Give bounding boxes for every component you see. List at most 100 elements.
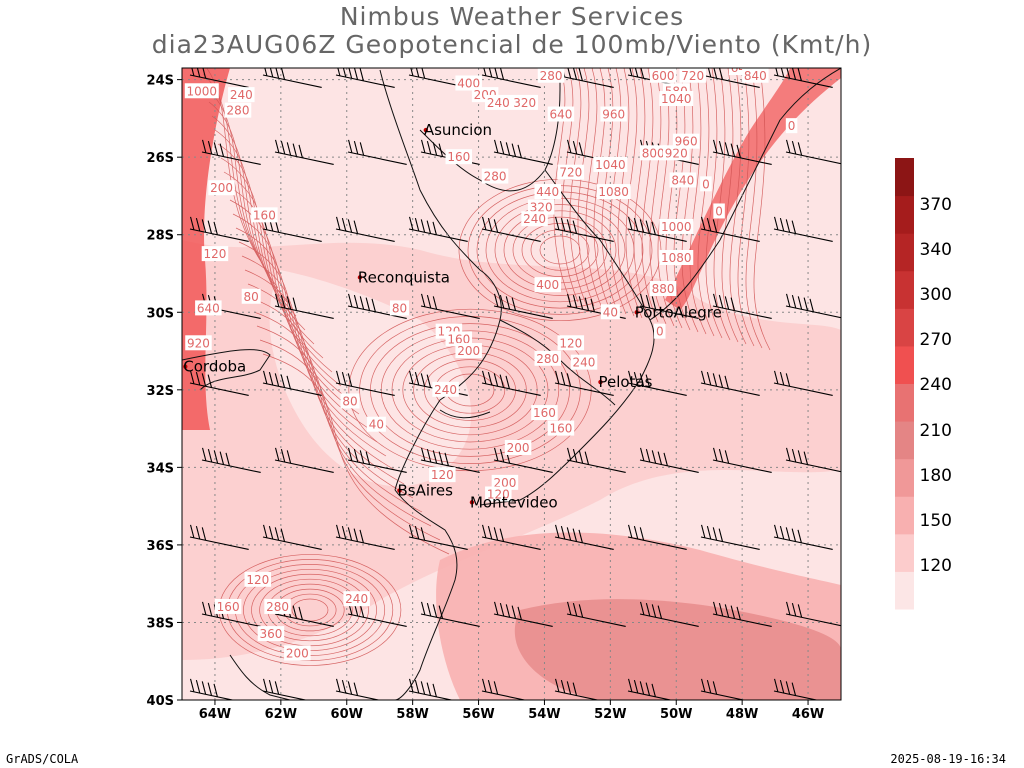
contour-label-bg: [557, 335, 585, 351]
contour-label-bg: [713, 203, 725, 219]
wind-barb: [554, 370, 614, 397]
wind-barb: [773, 370, 833, 397]
contour-label: 0: [656, 325, 664, 339]
wind-barb: [566, 447, 626, 474]
contour-label-bg: [432, 381, 459, 397]
wind-barb: [201, 139, 261, 166]
wind-barb: [700, 678, 760, 700]
contour-label: 920: [665, 146, 688, 160]
contour-label-bg: [244, 571, 272, 587]
contour-label-bg: [511, 94, 538, 110]
wind-barb: [627, 370, 687, 397]
footer-credit: GrADS/COLA: [6, 752, 79, 766]
contour-label: 0: [788, 119, 796, 133]
contour-label: 0: [702, 177, 710, 191]
wind-barb: [700, 524, 760, 551]
wind-barb: [481, 524, 541, 551]
lat-tick-label: 24S: [147, 74, 174, 89]
contour-label: 280: [484, 170, 507, 184]
wind-barb: [493, 139, 553, 166]
contour-label-bg: [672, 133, 700, 149]
contour-label: 960: [675, 135, 698, 149]
contour-line: [705, 68, 723, 339]
legend-label: 340: [920, 240, 952, 260]
wind-barb: [566, 601, 626, 628]
legend-label: 180: [920, 466, 952, 486]
colorbar-legend: 120 150 180 210 240 270 300 340 370: [895, 158, 952, 610]
lat-tick-label: 38S: [147, 616, 174, 631]
contour-label-bg: [742, 68, 769, 83]
contour-line: [262, 353, 450, 555]
map-axes: 24S 26S 28S 30S 32S 34S 36S 38S 40S 64W 62W 60W 58W 5…: [147, 74, 825, 722]
contour-label: 40: [369, 418, 384, 432]
contour-label-bg: [669, 172, 697, 188]
legend-swatch: [895, 383, 914, 422]
contour-label: 400: [457, 77, 480, 91]
contour-label: 1040: [661, 92, 692, 106]
legend-swatch: [895, 345, 914, 384]
contour-label: 1000: [186, 84, 217, 98]
plot-frame: [181, 67, 842, 701]
contour-line: [232, 213, 360, 415]
contour-line: [641, 68, 659, 323]
contour-label: 440: [536, 185, 559, 199]
contour-line: [206, 68, 261, 261]
lon-tick-label: 46W: [792, 707, 824, 722]
contour-line: [601, 68, 619, 313]
wind-barb: [420, 293, 480, 320]
wind-barb: [773, 68, 833, 89]
contour-label: 320: [513, 96, 536, 110]
contour-label: 920: [187, 336, 210, 350]
legend-label: 150: [920, 511, 952, 531]
contour-label-bg: [241, 288, 261, 304]
lon-tick-label: 56W: [462, 707, 494, 722]
contour-label-bg: [700, 176, 712, 192]
contour-label-bg: [445, 331, 473, 347]
wind-barb: [481, 216, 541, 243]
contour-label-bg: [659, 91, 694, 107]
contour-label-bg: [340, 393, 360, 409]
contour-label-bg: [504, 439, 532, 455]
contour-label-bg: [570, 354, 598, 370]
contour-label: 640: [549, 108, 572, 122]
contour-label: 1080: [661, 251, 692, 265]
contour-label: 240: [487, 96, 510, 110]
contour-line: [729, 68, 747, 345]
contour-label-bg: [663, 145, 690, 161]
contour-label: 240: [573, 356, 596, 370]
contour-line: [737, 68, 755, 347]
wind-barb: [785, 139, 841, 166]
city-label: Montevideo: [470, 493, 558, 511]
lon-tick-label: 64W: [199, 707, 231, 722]
contour-label: 280: [536, 352, 559, 366]
contour-label: 240: [345, 592, 368, 606]
wind-barb: [554, 216, 614, 243]
contour-label: 160: [533, 406, 556, 420]
wind-barb: [481, 370, 541, 397]
legend-swatch: [895, 195, 914, 234]
contour-label-bg: [534, 184, 561, 200]
contour-label: 80: [392, 301, 407, 315]
contour-line: [259, 339, 441, 541]
contour-label-bg: [679, 68, 706, 83]
contour-line: [681, 68, 699, 333]
contour-label: 240: [434, 383, 457, 397]
contour-label-bg: [224, 102, 252, 118]
contour-label: 840: [744, 69, 767, 83]
wind-barb: [700, 370, 760, 397]
wind-barb: [639, 601, 699, 628]
contour-label: 200: [210, 181, 233, 195]
contour-line: [689, 68, 707, 335]
contour-label-bg: [445, 149, 473, 165]
contour-label: 720: [559, 166, 582, 180]
contour-label: 880: [652, 282, 675, 296]
contour-label: 320: [530, 201, 553, 215]
wind-barb: [712, 447, 772, 474]
wind-barb: [189, 370, 249, 397]
city-marker: [469, 500, 475, 505]
city-label: BsAires: [397, 482, 453, 500]
lon-tick-label: 54W: [528, 707, 560, 722]
city-label: Cordoba: [183, 358, 246, 376]
wind-barb: [408, 524, 468, 551]
contour-line: [256, 325, 432, 527]
